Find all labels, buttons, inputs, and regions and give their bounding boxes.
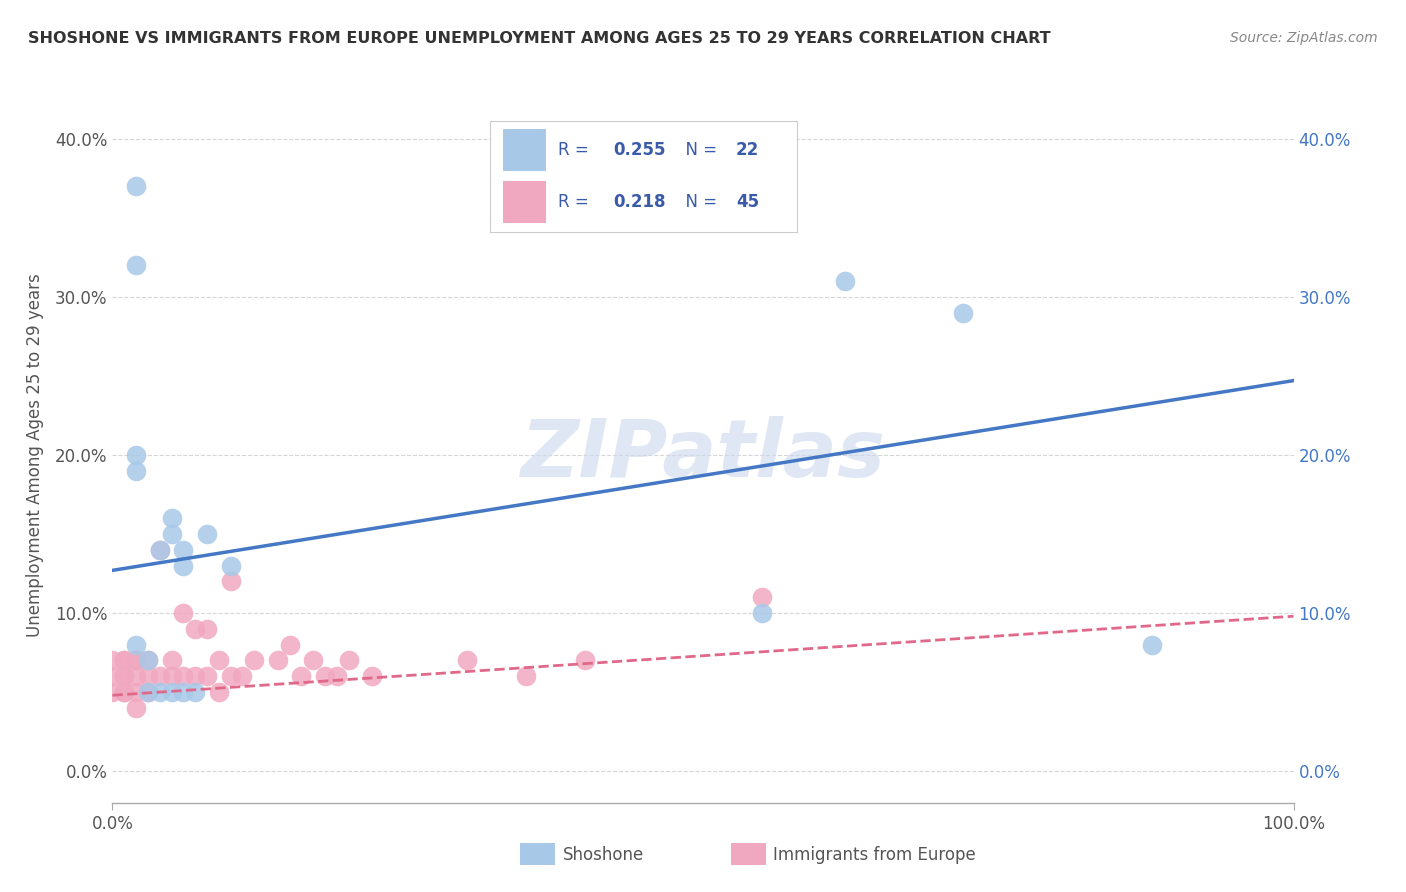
Point — [125, 464, 148, 478]
Point — [456, 653, 478, 667]
Point — [125, 653, 148, 667]
Point — [337, 653, 360, 667]
Point — [149, 685, 172, 699]
Point — [136, 685, 159, 699]
Point — [184, 685, 207, 699]
Point — [515, 669, 537, 683]
Point — [219, 574, 242, 589]
Point — [361, 669, 384, 683]
Point — [290, 669, 312, 683]
Point — [952, 305, 974, 319]
Text: Immigrants from Europe: Immigrants from Europe — [773, 846, 976, 863]
Point — [326, 669, 349, 683]
Point — [160, 669, 183, 683]
Text: SHOSHONE VS IMMIGRANTS FROM EUROPE UNEMPLOYMENT AMONG AGES 25 TO 29 YEARS CORREL: SHOSHONE VS IMMIGRANTS FROM EUROPE UNEMP… — [28, 31, 1050, 46]
Point — [208, 685, 231, 699]
Point — [834, 274, 856, 288]
Point — [125, 179, 148, 194]
Text: Source: ZipAtlas.com: Source: ZipAtlas.com — [1230, 31, 1378, 45]
Point — [101, 669, 124, 683]
Point — [160, 653, 183, 667]
Point — [184, 622, 207, 636]
Text: ZIPatlas: ZIPatlas — [520, 416, 886, 494]
Point — [314, 669, 336, 683]
Point — [149, 669, 172, 683]
Point — [160, 527, 183, 541]
Point — [172, 606, 194, 620]
Point — [136, 653, 159, 667]
Point — [160, 511, 183, 525]
Point — [184, 669, 207, 683]
Point — [195, 622, 218, 636]
Point — [172, 685, 194, 699]
Point — [172, 542, 194, 557]
Point — [112, 669, 135, 683]
Point — [219, 669, 242, 683]
Point — [112, 653, 135, 667]
Point — [149, 542, 172, 557]
Point — [125, 701, 148, 715]
Point — [243, 653, 266, 667]
Point — [125, 448, 148, 462]
Point — [136, 653, 159, 667]
Point — [219, 558, 242, 573]
Point — [574, 653, 596, 667]
Point — [172, 558, 194, 573]
Point — [125, 669, 148, 683]
Point — [101, 653, 124, 667]
Point — [125, 638, 148, 652]
Point — [267, 653, 290, 667]
Point — [208, 653, 231, 667]
Point — [160, 685, 183, 699]
Point — [231, 669, 253, 683]
Point — [136, 669, 159, 683]
Point — [112, 653, 135, 667]
Point — [112, 669, 135, 683]
Point — [1140, 638, 1163, 652]
Point — [302, 653, 325, 667]
Point — [136, 685, 159, 699]
Point — [112, 685, 135, 699]
Point — [195, 527, 218, 541]
Point — [125, 685, 148, 699]
Point — [195, 669, 218, 683]
Point — [112, 685, 135, 699]
Point — [125, 258, 148, 272]
Point — [751, 606, 773, 620]
Point — [101, 685, 124, 699]
Text: Shoshone: Shoshone — [562, 846, 644, 863]
Point — [149, 542, 172, 557]
Point — [125, 653, 148, 667]
Point — [172, 669, 194, 683]
Point — [278, 638, 301, 652]
Y-axis label: Unemployment Among Ages 25 to 29 years: Unemployment Among Ages 25 to 29 years — [25, 273, 44, 637]
Point — [751, 591, 773, 605]
